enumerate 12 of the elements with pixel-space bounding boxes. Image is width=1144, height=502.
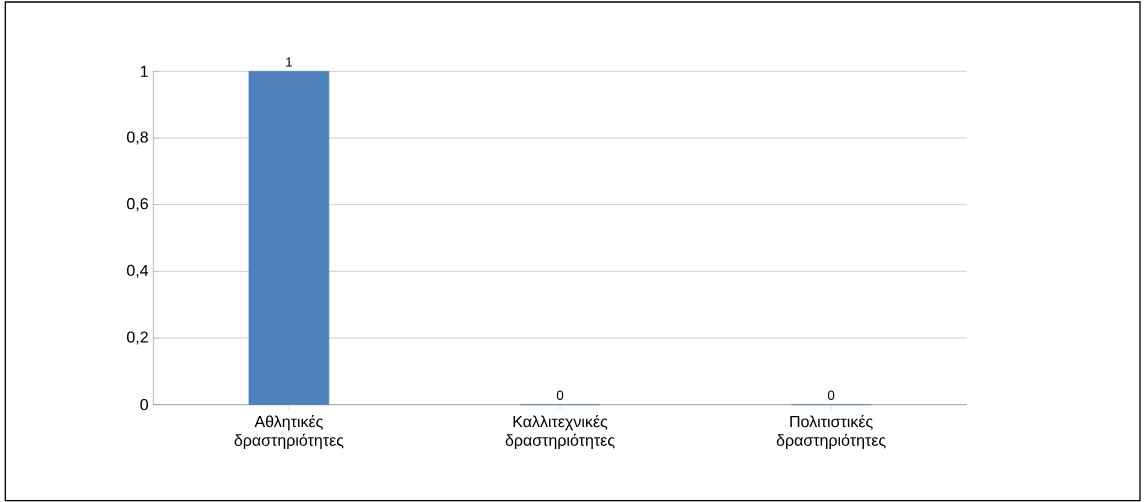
y-tick-label: 0,6 — [127, 198, 148, 212]
y-tick-label: 1 — [140, 65, 148, 77]
x-tick-label: Αθλητικές δραστηριότητες — [234, 415, 344, 450]
y-tick-label: 0,4 — [127, 264, 149, 278]
data-label: 0 — [556, 390, 564, 400]
y-tick-label: 0,8 — [127, 131, 148, 145]
x-tick-label: Πολιτιστικές δραστηριότητες — [776, 415, 886, 450]
y-tick-label: 0 — [140, 398, 149, 411]
y-tick-label: 0,2 — [127, 331, 148, 345]
data-label: 1 — [286, 57, 292, 67]
x-tick-label: Καλλιτεχνικές δραστηριότητες — [505, 415, 615, 450]
data-label: 0 — [827, 390, 835, 400]
